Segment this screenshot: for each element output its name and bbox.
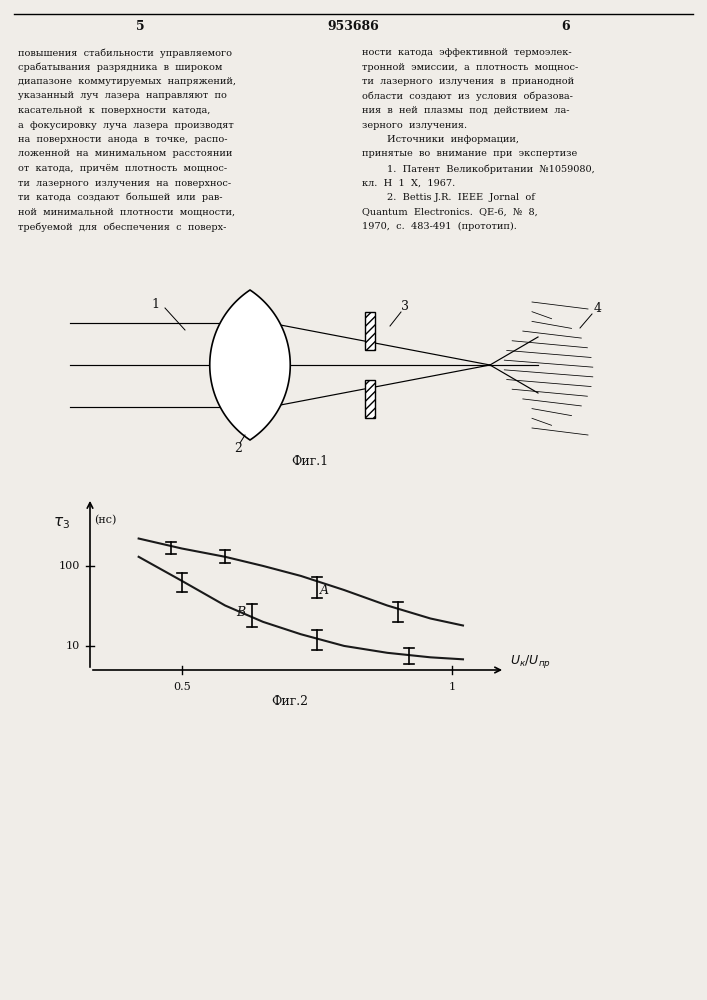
Text: на  поверхности  анода  в  точке,  распо-: на поверхности анода в точке, распо-: [18, 135, 228, 144]
Text: 1.  Патент  Великобритании  №1059080,: 1. Патент Великобритании №1059080,: [362, 164, 595, 174]
Text: ти  лазерного  излучения  на  поверхнос-: ти лазерного излучения на поверхнос-: [18, 178, 231, 188]
Text: 2.  Bettis J.R.  IEEE  Jornal  of: 2. Bettis J.R. IEEE Jornal of: [362, 193, 535, 202]
Polygon shape: [210, 290, 291, 440]
Bar: [365, 380, 375, 418]
Text: 953686: 953686: [327, 20, 379, 33]
Text: 0.5: 0.5: [173, 682, 191, 692]
Text: Фиг.1: Фиг.1: [291, 455, 329, 468]
Text: принятые  во  внимание  при  экспертизе: принятые во внимание при экспертизе: [362, 149, 577, 158]
Text: требуемой  для  обеспечения  с  поверх-: требуемой для обеспечения с поверх-: [18, 222, 226, 232]
Text: Фиг.2: Фиг.2: [271, 695, 308, 708]
Text: ности  катода  эффективной  термоэлек-: ности катода эффективной термоэлек-: [362, 48, 572, 57]
Text: (нс): (нс): [94, 515, 117, 525]
Text: ния  в  ней  плазмы  под  действием  ла-: ния в ней плазмы под действием ла-: [362, 106, 570, 115]
Bar: [365, 312, 375, 350]
Text: 3: 3: [401, 300, 409, 314]
Text: зерного  излучения.: зерного излучения.: [362, 120, 467, 129]
Text: 5: 5: [136, 20, 144, 33]
Text: B: B: [237, 606, 245, 619]
Text: диапазоне  коммутируемых  напряжений,: диапазоне коммутируемых напряжений,: [18, 77, 236, 86]
Text: 1: 1: [449, 682, 456, 692]
Text: ложенной  на  минимальном  расстоянии: ложенной на минимальном расстоянии: [18, 149, 233, 158]
Text: Quantum  Electronics.  QE-6,  №  8,: Quantum Electronics. QE-6, № 8,: [362, 208, 538, 217]
Text: 100: 100: [59, 561, 80, 571]
Text: 2: 2: [234, 442, 242, 454]
Text: ной  минимальной  плотности  мощности,: ной минимальной плотности мощности,: [18, 208, 235, 217]
Text: указанный  луч  лазера  направляют  по: указанный луч лазера направляют по: [18, 92, 227, 101]
Text: а  фокусировку  луча  лазера  производят: а фокусировку луча лазера производят: [18, 120, 234, 129]
Text: касательной  к  поверхности  катода,: касательной к поверхности катода,: [18, 106, 211, 115]
Text: $\tau_3$: $\tau_3$: [54, 515, 71, 531]
Text: A: A: [320, 584, 329, 596]
Text: 6: 6: [561, 20, 571, 33]
Text: $U_к/U_{пр}$: $U_к/U_{пр}$: [510, 654, 551, 670]
Text: кл.  H  1  X,  1967.: кл. H 1 X, 1967.: [362, 178, 455, 188]
Text: повышения  стабильности  управляемого: повышения стабильности управляемого: [18, 48, 232, 57]
Text: ти  лазерного  излучения  в  прианодной: ти лазерного излучения в прианодной: [362, 77, 574, 86]
Text: области  создают  из  условия  образова-: области создают из условия образова-: [362, 92, 573, 101]
Text: 1: 1: [151, 298, 159, 312]
Text: тронной  эмиссии,  а  плотность  мощнос-: тронной эмиссии, а плотность мощнос-: [362, 62, 578, 72]
Text: 10: 10: [66, 641, 80, 651]
Text: 1970,  с.  483-491  (прототип).: 1970, с. 483-491 (прототип).: [362, 222, 517, 231]
Text: от  катода,  причём  плотность  мощнос-: от катода, причём плотность мощнос-: [18, 164, 227, 173]
Text: срабатывания  разрядника  в  широком: срабатывания разрядника в широком: [18, 62, 223, 72]
Text: Источники  информации,: Источники информации,: [362, 135, 519, 144]
Text: 4: 4: [594, 302, 602, 314]
Text: ти  катода  создают  большей  или  рав-: ти катода создают большей или рав-: [18, 193, 223, 202]
